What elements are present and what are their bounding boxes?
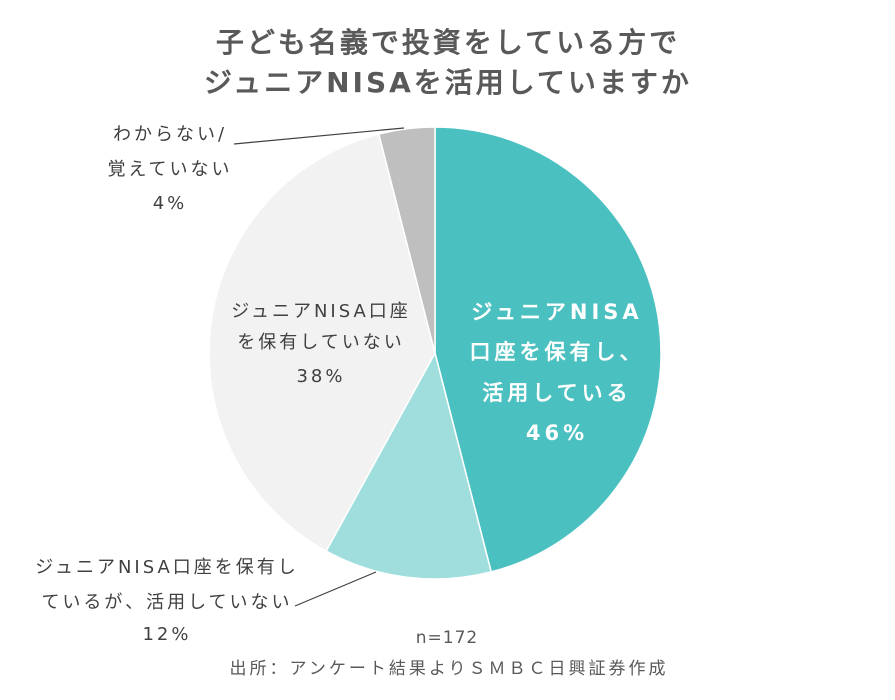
slice-label-line: を保有していない — [237, 332, 404, 353]
slice-label-unknown: わからない/ 覚えていない 4% — [107, 124, 232, 214]
chart-title-line-1: 子ども名義で投資をしている方で — [216, 26, 680, 59]
slice-label-line: 口座を保有し、 — [470, 340, 645, 364]
slice-label-not-held: ジュニアNISA口座 を保有していない 38% — [231, 301, 411, 387]
pie — [208, 126, 662, 580]
pie-slice-1 — [434, 126, 662, 573]
slice-label-line: ているが、活用していない — [41, 592, 292, 613]
leader-line-unknown — [233, 127, 405, 145]
slice-value-label: 38% — [296, 366, 345, 387]
chart-title-line-2: ジュニアNISAを活用していますか — [204, 66, 692, 99]
slice-label-line: わからない/ — [113, 124, 227, 145]
slice-label-held-and-used: ジュニアNISA 口座を保有し、 活用している 46% — [470, 300, 645, 445]
slice-value-label: 4% — [153, 193, 188, 214]
slice-label-line: ジュニアNISA口座を保有し — [35, 557, 299, 578]
leader-line-held-not-used — [294, 571, 377, 607]
pie-slice-3 — [208, 133, 436, 553]
sample-size: n=172 — [416, 628, 478, 648]
slice-label-line: 活用している — [482, 381, 631, 405]
slice-label-held-not-used: ジュニアNISA口座を保有し ているが、活用していない 12% — [35, 557, 299, 645]
slice-label-line: ジュニアNISA — [471, 300, 642, 324]
pie-slice-2 — [325, 350, 493, 580]
slice-value-label: 46% — [526, 421, 588, 445]
slice-value-label: 12% — [142, 624, 191, 645]
slice-label-line: 覚えていない — [107, 159, 232, 180]
source-note: 出所：アンケート結果よりＳＭＢＣ日興証券作成 — [230, 659, 669, 679]
slice-label-line: ジュニアNISA口座 — [231, 301, 411, 322]
pie-slice-4 — [377, 126, 436, 354]
